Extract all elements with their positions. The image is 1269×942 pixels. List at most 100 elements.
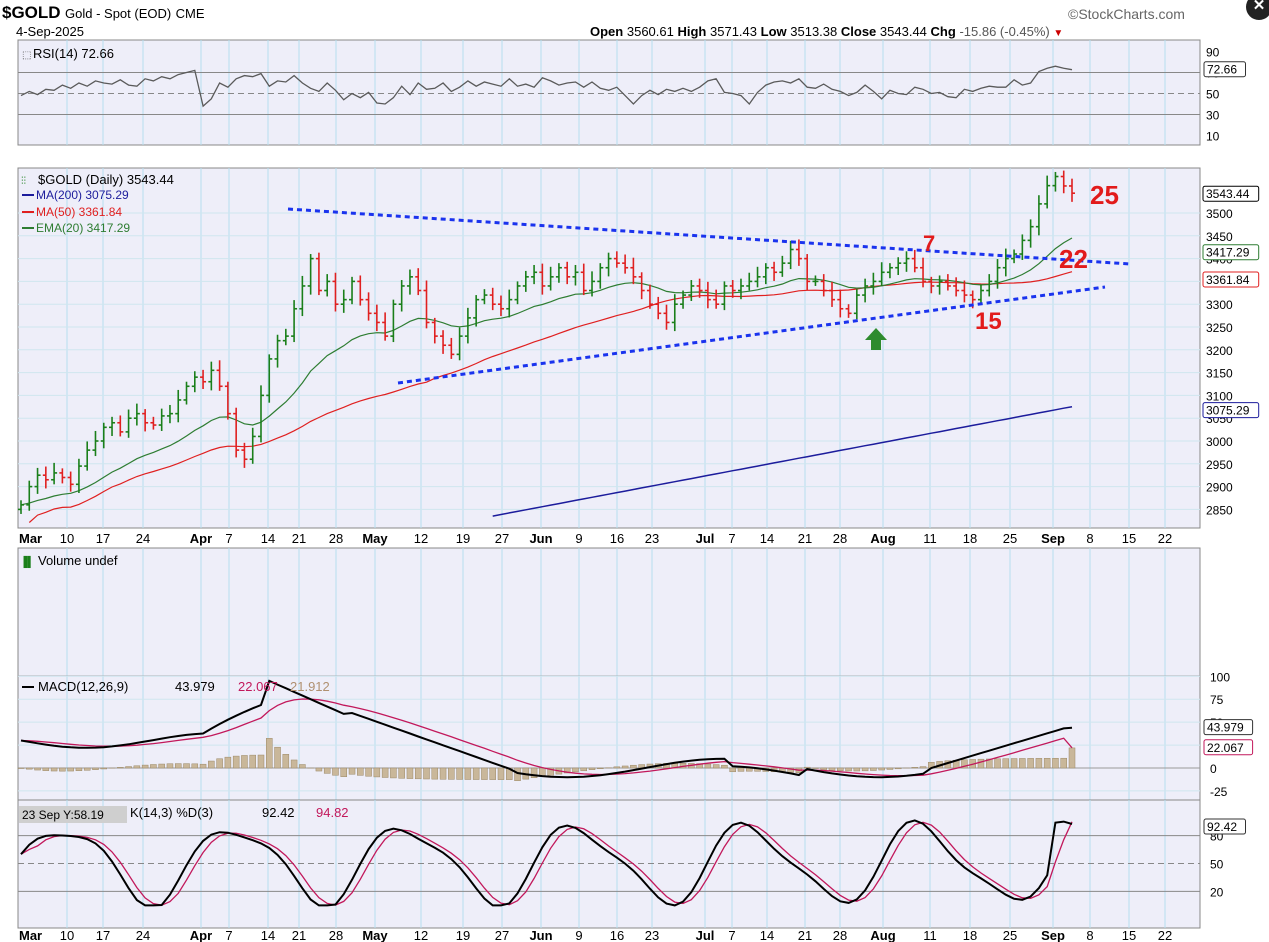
price-bar [224,381,231,420]
price-bar [125,409,132,438]
macd-histogram-bar [83,767,91,771]
price-bar [1035,195,1042,236]
macd-histogram-bar [92,767,99,770]
price-x-axis-tick: 7 [728,531,735,546]
stoch-x-axis-tick: 25 [1003,928,1017,942]
price-bar [680,290,687,309]
price-x-axis-tick: 27 [495,531,509,546]
up-arrow-icon [865,328,887,350]
macd-histogram-bar [141,764,149,769]
stoch-x-axis-tick: 23 [645,928,659,942]
price-bar [580,263,587,296]
stoch-axis-tick: 50 [1210,858,1224,872]
price-bar [589,271,596,297]
price-axis-tick: 2850 [1206,503,1233,517]
macd-axis-tick: 100 [1210,670,1230,684]
macd-histogram-bar [845,767,852,772]
price-bar [713,289,720,309]
close-icon[interactable]: ✕ [1246,0,1269,20]
macd-histogram-bar [340,767,347,777]
macd-histogram-bar [530,767,538,778]
price-x-axis-tick: 28 [329,531,343,546]
macd-histogram-bar [274,746,281,769]
macd-histogram-bar [50,767,58,772]
price-bar [42,466,49,489]
price-bar [282,328,289,346]
price-bar [142,409,149,432]
price-bar [804,254,811,291]
stoch-value-tag: 92.42 [1207,820,1237,834]
price-bar [390,299,397,343]
macd-histogram-bar [919,766,927,769]
high-label: High [677,24,707,39]
macd-histogram-bar [861,767,869,772]
stoch-x-axis-tick: 21 [798,928,812,942]
open-label: Open [590,24,624,39]
stoch-x-axis-tick: 14 [261,928,275,942]
stoch-x-axis-tick: 18 [963,928,977,942]
price-bar [961,280,968,303]
price-x-axis-tick: May [362,531,388,546]
price-bar [315,252,322,296]
upper-trendline [287,207,1131,266]
macd-histogram-bar [125,766,132,769]
price-bar [365,292,372,321]
macd-histogram-bar [712,764,720,769]
macd-histogram-bar [1019,758,1026,769]
price-bar [1069,178,1075,202]
price-bar [340,289,347,313]
stoch-x-axis-tick: 28 [329,928,343,942]
exchange-label: CME [175,6,205,21]
macd-histogram-bar [117,767,124,769]
macd-histogram-bar [406,767,414,779]
macd-histogram-bar [423,767,430,780]
macd-histogram-bar [580,767,587,772]
stoch-legend-d: 94.82 [316,805,349,820]
price-axis-tick: 2950 [1206,458,1233,472]
low-value: 3513.38 [790,24,838,39]
macd-legend-prefix: MACD(12,26,9) [38,679,128,694]
macd-histogram-bar [820,767,827,770]
chart-title: $GOLD Gold - Spot (EOD) CME [2,3,205,23]
price-x-axis-tick: 8 [1086,531,1093,546]
price-bar [878,262,885,286]
macd-histogram-bar [398,767,405,779]
macd-histogram-bar [985,758,993,769]
stoch-x-axis-tick: 27 [495,928,509,942]
price-bar [895,257,902,276]
macd-histogram-bar [1060,757,1067,769]
price-axis-tick: 3150 [1206,367,1233,381]
price-bar [133,403,140,426]
price-bar [696,278,703,298]
stoch-x-axis-tick: 8 [1086,928,1093,942]
stoch-value-tag-box [1203,818,1246,835]
price-bar [646,284,653,309]
macd-histogram-bar [803,766,811,769]
macd-histogram-bar [588,767,596,770]
price-bar [1011,249,1018,264]
price-x-axis-tick: 24 [136,531,150,546]
macd-histogram-bar [373,767,381,778]
macd-histogram-bar [390,767,397,779]
price-bar [762,263,769,285]
price-bar [688,280,695,302]
price-bar [249,427,256,464]
macd-histogram-bar [431,767,439,780]
macd-histogram-bar [315,767,323,772]
macd-histogram-bar [17,767,25,769]
macd-axis-tick: -25 [1210,785,1228,799]
price-bar [787,240,794,270]
macd-histogram-bar [572,767,579,773]
price-bar [415,268,422,296]
price-x-axis-tick: 12 [414,531,428,546]
volume-panel [17,547,1201,677]
stoch-x-axis-tick: 28 [833,928,847,942]
price-bar [638,272,645,300]
price-bar [481,289,488,305]
price-bar [829,281,836,307]
price-bar [448,337,455,359]
ma200-price-tag: 3075.29 [1206,404,1250,418]
brand-label[interactable]: ©StockCharts.com [1068,6,1185,22]
price-bar [473,295,480,327]
